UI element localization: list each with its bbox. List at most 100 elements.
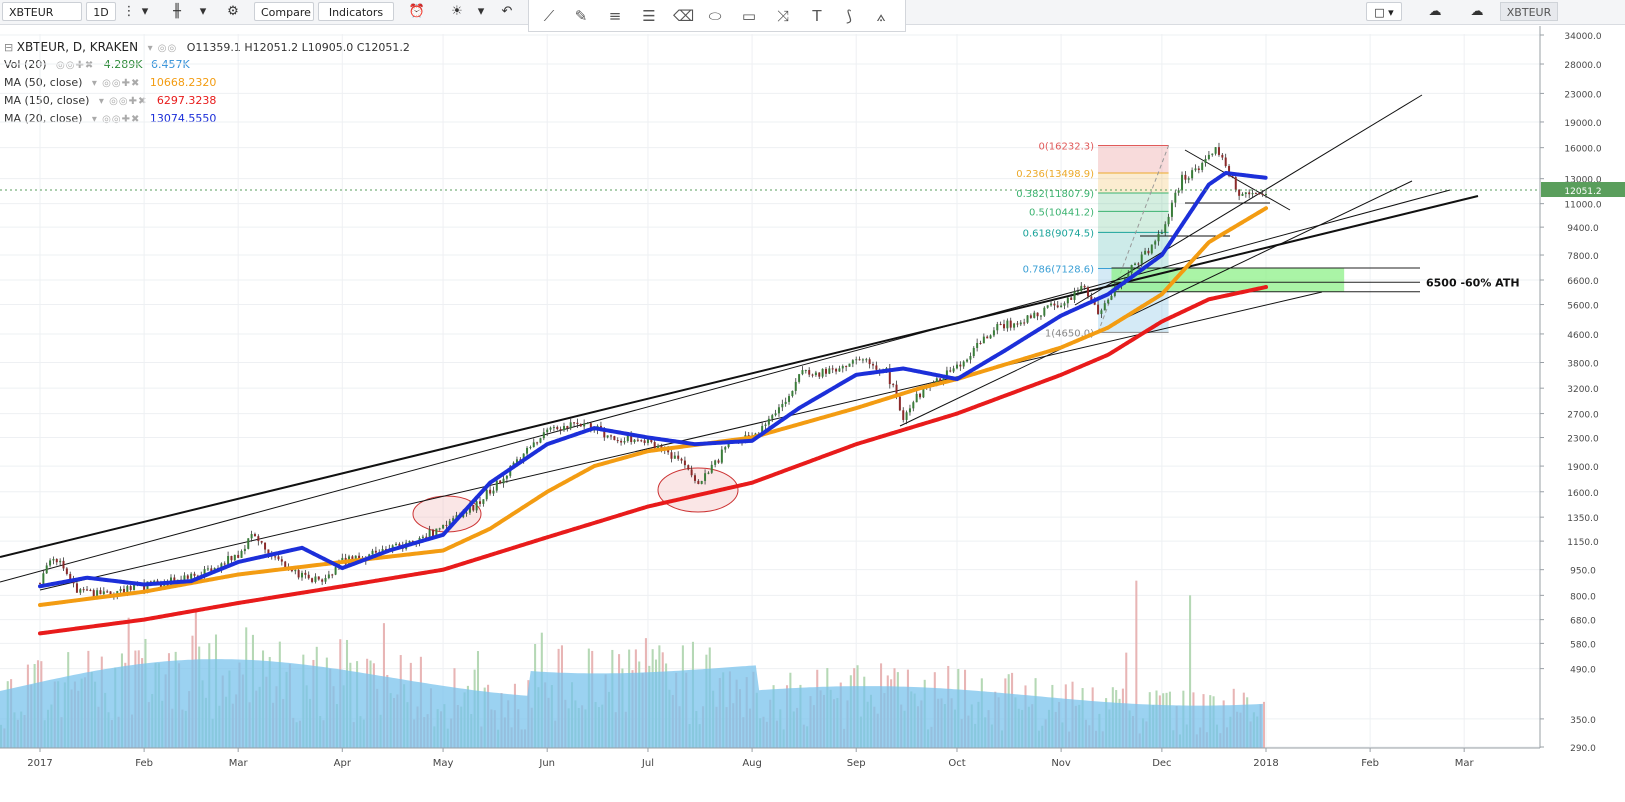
candle-body <box>747 435 750 437</box>
candle-body <box>952 368 955 372</box>
legend-ma150-label: MA (150, close) <box>4 94 90 107</box>
more-vertical-icon[interactable]: ⋮ <box>122 4 136 19</box>
candle-body <box>1036 312 1039 317</box>
last-price-tag[interactable] <box>1541 182 1625 198</box>
drawing-toolbar: ⟋ ✎ ≡ ☰ ⌫ ⬭ ▭ ⤨ T ⟆ ⟑ <box>528 0 906 32</box>
candle-body <box>1201 162 1204 170</box>
candle-body <box>186 575 189 579</box>
candle-body <box>562 425 565 431</box>
time-axis-label: Feb <box>135 758 153 769</box>
chart-layout-button[interactable]: □ ▾ <box>1366 2 1402 21</box>
candle-body <box>589 423 592 430</box>
fib-zone <box>1098 193 1169 212</box>
candle-body <box>949 370 952 372</box>
candle-body <box>331 574 334 576</box>
candle-body <box>479 501 482 504</box>
candle-body <box>190 573 193 579</box>
indicators-button[interactable]: Indicators <box>318 2 394 21</box>
price-axis-label: 9400.0 <box>1567 224 1599 234</box>
ellipse-icon[interactable]: ⬭ <box>708 7 722 25</box>
path-icon[interactable]: ⟆ <box>846 7 852 25</box>
trend-line <box>1184 149 1291 211</box>
eraser-icon[interactable]: ⌫ <box>673 7 695 25</box>
candlestick-icon[interactable]: ╫ <box>173 4 181 19</box>
price-axis-background <box>1540 26 1625 802</box>
legend-ma20-controls-icon[interactable]: ▾ ◎◎✚✖ <box>91 114 141 125</box>
candle-body <box>489 489 492 494</box>
alert-add-icon[interactable]: ⏰ <box>408 4 426 19</box>
trend-line-icon[interactable]: ⟋ <box>543 7 555 25</box>
legend-volume-controls-icon[interactable]: ◎◎✚✖ <box>56 60 95 71</box>
candle-body <box>274 556 277 558</box>
candle-body <box>1211 153 1214 155</box>
candle-body <box>75 583 78 593</box>
candle-body <box>1053 303 1056 306</box>
time-axis-label: Feb <box>1361 758 1379 769</box>
candle-body <box>1103 303 1106 311</box>
candle-body <box>351 556 354 560</box>
rectangle-icon[interactable]: ▭ <box>741 7 757 25</box>
candle-body <box>697 480 700 484</box>
horizontal-lines-icon[interactable]: ≡ <box>608 7 622 25</box>
price-axis-label: 6600.0 <box>1567 277 1599 287</box>
symbol-tab[interactable]: XBTEUR <box>1500 2 1558 21</box>
symbol-search-input[interactable]: XBTEUR <box>2 2 82 21</box>
fib-retracement-icon[interactable]: ☰ <box>642 7 656 25</box>
settings-gear-icon[interactable]: ⚙ <box>227 4 239 19</box>
pattern-icon[interactable]: ⟑ <box>876 7 886 25</box>
square-icon: □ ▾ <box>1374 6 1394 19</box>
lightbulb-icon[interactable]: ☀ <box>451 4 463 19</box>
candle-body <box>384 549 387 551</box>
candle-body <box>536 442 539 444</box>
candle-body <box>1107 299 1110 304</box>
gann-fan-icon[interactable]: ⤨ <box>776 7 789 25</box>
candle-body <box>89 589 92 591</box>
chevron-down-icon[interactable]: ▾ <box>141 4 149 19</box>
candle-body <box>680 458 683 461</box>
legend-controls-icon[interactable]: ▾ ◎◎ <box>147 43 178 54</box>
cloud-upload-icon[interactable]: ☁ <box>1470 4 1484 19</box>
candle-body <box>49 560 52 566</box>
brush-icon[interactable]: ✎ <box>574 7 588 25</box>
cloud-download-icon[interactable]: ☁ <box>1428 4 1442 19</box>
legend-ma150-controls-icon[interactable]: ▾ ◎◎✚✖ <box>98 96 148 107</box>
candle-body <box>59 560 62 563</box>
price-axis-label: 1150.0 <box>1567 538 1599 548</box>
candle-body <box>1251 193 1254 195</box>
chevron-down-icon[interactable]: ▾ <box>199 4 207 19</box>
candle-body <box>468 505 471 513</box>
candle-body <box>253 534 256 537</box>
candle-body <box>989 335 992 339</box>
price-axis-label: 950.0 <box>1570 567 1596 577</box>
legend-ma50-row: MA (50, close) ▾ ◎◎✚✖ 10668.2320 <box>4 74 410 92</box>
candle-body <box>771 415 774 419</box>
trend-line <box>1074 94 1423 306</box>
price-axis-label: 290.0 <box>1570 744 1596 754</box>
candle-body <box>1254 193 1257 195</box>
fib-level-label: 0.618(9074.5) <box>1023 228 1095 239</box>
candle-body <box>257 536 260 542</box>
candle-body <box>1090 296 1093 301</box>
candle-body <box>724 447 727 450</box>
price-chart[interactable]: 0(16232.3) 0.236(13498.9) 0.382(11807.9) 0.… <box>0 26 1625 802</box>
candle-body <box>522 453 525 461</box>
candle-body <box>519 459 522 461</box>
collapse-icon[interactable]: ⊟ <box>4 41 14 54</box>
undo-icon[interactable]: ↶ <box>501 4 513 19</box>
candle-body <box>65 568 68 574</box>
price-axis-label: 34000.0 <box>1564 32 1601 42</box>
text-icon[interactable]: T <box>812 7 822 25</box>
candle-body <box>1023 322 1026 324</box>
candle-body <box>1248 192 1251 195</box>
candle-body <box>62 560 65 569</box>
candle-body <box>1144 250 1147 255</box>
chevron-down-icon[interactable]: ▾ <box>477 4 485 19</box>
legend-ma50-controls-icon[interactable]: ▾ ◎◎✚✖ <box>91 78 141 89</box>
compare-button[interactable]: Compare <box>254 2 314 21</box>
candle-body <box>875 365 878 370</box>
candle-body <box>452 518 455 522</box>
candle-body <box>855 359 858 361</box>
candle-body <box>280 559 283 562</box>
fib-level-label: 0.236(13498.9) <box>1016 169 1094 180</box>
interval-button[interactable]: 1D <box>86 2 116 21</box>
